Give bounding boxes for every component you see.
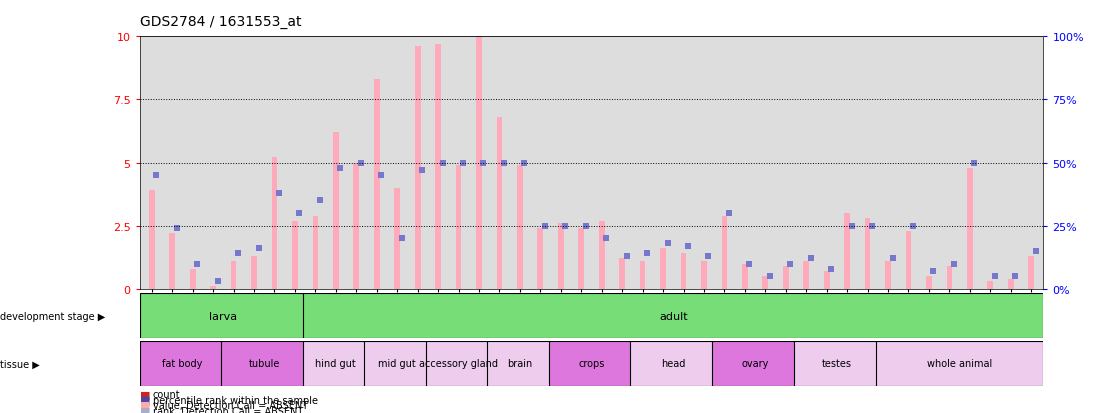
Bar — [304, 341, 368, 386]
Bar — [804, 261, 809, 289]
Bar — [631, 341, 716, 386]
Text: percentile rank within the sample: percentile rank within the sample — [153, 395, 318, 405]
Bar — [292, 221, 298, 289]
Bar — [876, 341, 1043, 386]
Bar — [312, 216, 318, 289]
Bar — [905, 231, 912, 289]
Bar — [415, 47, 421, 289]
Bar — [966, 168, 973, 289]
Bar — [210, 287, 217, 289]
Text: testes: testes — [821, 358, 852, 368]
Bar — [599, 221, 605, 289]
Text: fat body: fat body — [162, 358, 203, 368]
Bar — [865, 218, 870, 289]
Bar — [140, 293, 307, 339]
Text: ovary: ovary — [741, 358, 769, 368]
Bar — [488, 341, 552, 386]
Bar — [333, 133, 338, 289]
Bar — [148, 191, 155, 289]
Bar — [549, 341, 634, 386]
Text: mid gut: mid gut — [378, 358, 416, 368]
Bar — [517, 166, 522, 289]
Bar — [435, 45, 441, 289]
Bar — [374, 80, 379, 289]
Text: development stage ▶: development stage ▶ — [0, 311, 105, 321]
Bar — [1008, 279, 1013, 289]
Text: ■: ■ — [140, 395, 150, 405]
Text: hind gut: hind gut — [316, 358, 356, 368]
Text: crops: crops — [578, 358, 605, 368]
Bar — [639, 261, 645, 289]
Bar — [477, 37, 482, 289]
Text: larva: larva — [210, 311, 238, 321]
Text: brain: brain — [508, 358, 532, 368]
Bar — [619, 259, 625, 289]
Bar — [783, 266, 789, 289]
Bar — [926, 277, 932, 289]
Bar — [824, 271, 829, 289]
Bar — [988, 282, 993, 289]
Bar — [578, 229, 584, 289]
Bar — [845, 214, 850, 289]
Text: ■: ■ — [140, 406, 150, 413]
Text: accessory gland: accessory gland — [418, 358, 498, 368]
Text: tissue ▶: tissue ▶ — [0, 358, 40, 368]
Text: count: count — [153, 389, 181, 399]
Text: rank, Detection Call = ABSENT: rank, Detection Call = ABSENT — [153, 406, 304, 413]
Bar — [354, 163, 359, 289]
Bar — [1028, 256, 1035, 289]
Bar — [538, 229, 543, 289]
Bar — [742, 264, 748, 289]
Bar — [251, 256, 257, 289]
Bar — [231, 261, 237, 289]
Text: value, Detection Call = ABSENT: value, Detection Call = ABSENT — [153, 400, 308, 410]
Bar — [497, 118, 502, 289]
Text: ■: ■ — [140, 400, 150, 410]
Bar — [304, 293, 1043, 339]
Bar — [170, 234, 175, 289]
Bar — [661, 249, 666, 289]
Bar — [455, 166, 461, 289]
Bar — [190, 269, 195, 289]
Bar — [221, 341, 307, 386]
Text: GDS2784 / 1631553_at: GDS2784 / 1631553_at — [140, 15, 301, 29]
Text: tubule: tubule — [249, 358, 280, 368]
Bar — [426, 341, 491, 386]
Bar — [140, 341, 225, 386]
Bar — [946, 266, 952, 289]
Text: head: head — [661, 358, 685, 368]
Bar — [793, 341, 879, 386]
Bar — [762, 277, 768, 289]
Bar — [681, 254, 686, 289]
Text: adult: adult — [658, 311, 687, 321]
Bar — [558, 223, 564, 289]
Bar — [712, 341, 798, 386]
Bar — [271, 158, 278, 289]
Text: ■: ■ — [140, 389, 150, 399]
Bar — [701, 261, 706, 289]
Bar — [722, 216, 728, 289]
Bar — [365, 341, 430, 386]
Text: whole animal: whole animal — [927, 358, 992, 368]
Bar — [394, 188, 400, 289]
Bar — [885, 261, 891, 289]
